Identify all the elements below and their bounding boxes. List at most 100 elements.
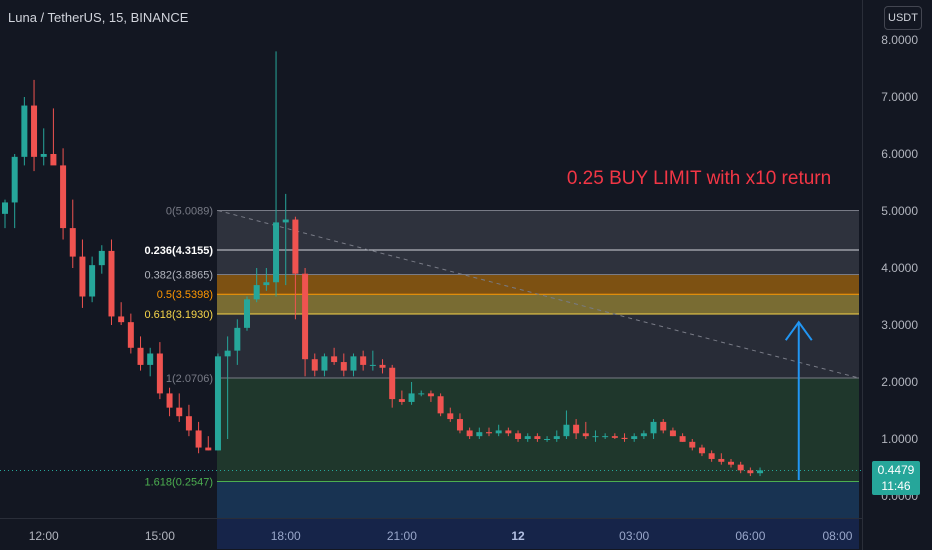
candle-body bbox=[98, 250, 105, 266]
candle-body bbox=[89, 265, 96, 297]
candle-body bbox=[621, 437, 628, 439]
time-tick-label: 18:00 bbox=[271, 529, 301, 543]
candle-body bbox=[389, 367, 396, 400]
candle-body bbox=[728, 461, 734, 465]
fib-zone bbox=[217, 274, 859, 295]
bar-countdown: 11:46 bbox=[881, 479, 911, 493]
candle-body bbox=[31, 105, 38, 157]
time-axis[interactable]: 12:00 15:00 18:00 21:00 12 03:00 06:00 08:00 bbox=[29, 519, 859, 549]
candle-body bbox=[515, 433, 522, 439]
candle-body bbox=[185, 416, 192, 431]
candle-body bbox=[495, 430, 502, 434]
candle-body bbox=[244, 299, 250, 328]
candle-body bbox=[379, 364, 386, 368]
time-tick-label: 12:00 bbox=[29, 529, 59, 543]
candle-body bbox=[311, 359, 318, 371]
candle-body bbox=[369, 364, 376, 366]
time-tick-label: 03:00 bbox=[619, 529, 649, 543]
up-arrow-drawing[interactable] bbox=[784, 320, 813, 481]
candle-body bbox=[234, 327, 241, 351]
candle-body bbox=[640, 433, 647, 437]
candle-body bbox=[282, 219, 289, 223]
candle-body bbox=[195, 430, 202, 448]
price-tick-label: 3.0000 bbox=[881, 318, 918, 332]
candle-body bbox=[679, 436, 686, 442]
candle-body bbox=[50, 154, 57, 166]
candle-body bbox=[718, 458, 725, 462]
time-axis-separator bbox=[0, 518, 862, 519]
price-axis-separator bbox=[862, 0, 863, 550]
candle-body bbox=[650, 421, 657, 434]
candle-body bbox=[689, 441, 696, 448]
chart-annotations: 0.25 BUY LIMIT with x10 return bbox=[567, 168, 831, 189]
trend-line[interactable] bbox=[0, 210, 862, 471]
candle-body bbox=[476, 432, 483, 437]
candle-body bbox=[273, 222, 280, 283]
candle-body bbox=[118, 316, 125, 323]
candle-body bbox=[79, 256, 86, 297]
candle-body bbox=[214, 356, 221, 451]
fib-level-label: 0.618(3.1930) bbox=[145, 309, 214, 321]
fib-zone bbox=[217, 250, 859, 275]
candle-body bbox=[60, 165, 67, 229]
candle-body bbox=[331, 356, 338, 363]
symbol-title: Luna / TetherUS, 15, BINANCE bbox=[8, 10, 189, 25]
time-tick-label: 08:00 bbox=[822, 529, 852, 543]
fib-zone bbox=[217, 210, 859, 251]
fib-level-label: 1.618(0.2547) bbox=[145, 476, 214, 488]
price-tick-label: 5.0000 bbox=[881, 204, 918, 218]
time-tick-label: 06:00 bbox=[735, 529, 765, 543]
candle-body bbox=[563, 424, 570, 437]
candle-body bbox=[611, 436, 618, 438]
candle-body bbox=[466, 430, 473, 437]
candle-body bbox=[69, 228, 76, 257]
price-axis[interactable]: 8.0000 7.0000 6.0000 5.0000 4.0000 3.0000 2.00… bbox=[881, 33, 918, 503]
price-tick-label: 8.0000 bbox=[881, 33, 918, 47]
candle-body bbox=[156, 353, 163, 394]
candle-body bbox=[166, 393, 173, 408]
candle-body bbox=[708, 453, 715, 459]
candle-body bbox=[147, 353, 154, 365]
candle-body bbox=[544, 439, 551, 440]
candle-body bbox=[2, 202, 8, 214]
candle-body bbox=[573, 424, 580, 434]
candle-body bbox=[408, 393, 415, 402]
fib-level-label: 0.236(4.3155) bbox=[145, 245, 214, 257]
candle-body bbox=[737, 464, 744, 471]
candle-body bbox=[11, 156, 18, 203]
candle-body bbox=[350, 356, 357, 371]
candle-body bbox=[360, 356, 367, 365]
time-tick-label: 21:00 bbox=[387, 529, 417, 543]
candle-body bbox=[176, 407, 183, 417]
candle-body bbox=[127, 322, 134, 348]
candle-body bbox=[437, 396, 444, 414]
last-price: 0.4479 bbox=[877, 463, 915, 477]
candle-body bbox=[253, 285, 260, 300]
candle-body bbox=[137, 347, 144, 365]
last-price-tag: 0.4479 11:46 bbox=[872, 461, 920, 495]
dashed-trend-line[interactable] bbox=[217, 210, 860, 379]
price-tick-label: 4.0000 bbox=[881, 261, 918, 275]
candle-body bbox=[534, 436, 541, 439]
candle-body bbox=[321, 356, 328, 371]
candle-body bbox=[698, 447, 705, 454]
price-tick-label: 1.0000 bbox=[881, 432, 918, 446]
fib-zone bbox=[217, 377, 859, 482]
candle-body bbox=[263, 282, 270, 286]
candle-body bbox=[669, 430, 676, 437]
fib-level-label: 1(2.0706) bbox=[166, 373, 213, 385]
candle-body bbox=[757, 470, 764, 474]
fib-level-label: 0(5.0089) bbox=[166, 205, 213, 217]
arrow-head[interactable] bbox=[784, 320, 813, 341]
candle-body bbox=[40, 154, 47, 157]
fib-zone bbox=[217, 294, 859, 314]
price-tick-label: 6.0000 bbox=[881, 147, 918, 161]
candle-body bbox=[108, 250, 115, 317]
candle-body bbox=[486, 432, 492, 434]
price-tick-label: 2.0000 bbox=[881, 375, 918, 389]
candle-body bbox=[553, 436, 560, 439]
candle-body bbox=[292, 219, 299, 274]
currency-button[interactable]: USDT bbox=[884, 6, 922, 30]
candle-body bbox=[447, 413, 454, 420]
